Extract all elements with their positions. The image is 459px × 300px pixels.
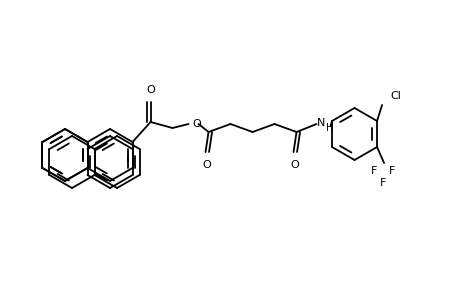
Text: F: F <box>370 166 376 176</box>
Text: N: N <box>317 118 325 128</box>
Text: O: O <box>146 85 155 95</box>
Text: Cl: Cl <box>389 91 400 101</box>
Text: O: O <box>290 160 298 170</box>
Text: O: O <box>202 160 211 170</box>
Text: F: F <box>379 178 386 188</box>
Text: O: O <box>192 119 201 129</box>
Text: H: H <box>325 123 332 133</box>
Text: F: F <box>388 166 394 176</box>
